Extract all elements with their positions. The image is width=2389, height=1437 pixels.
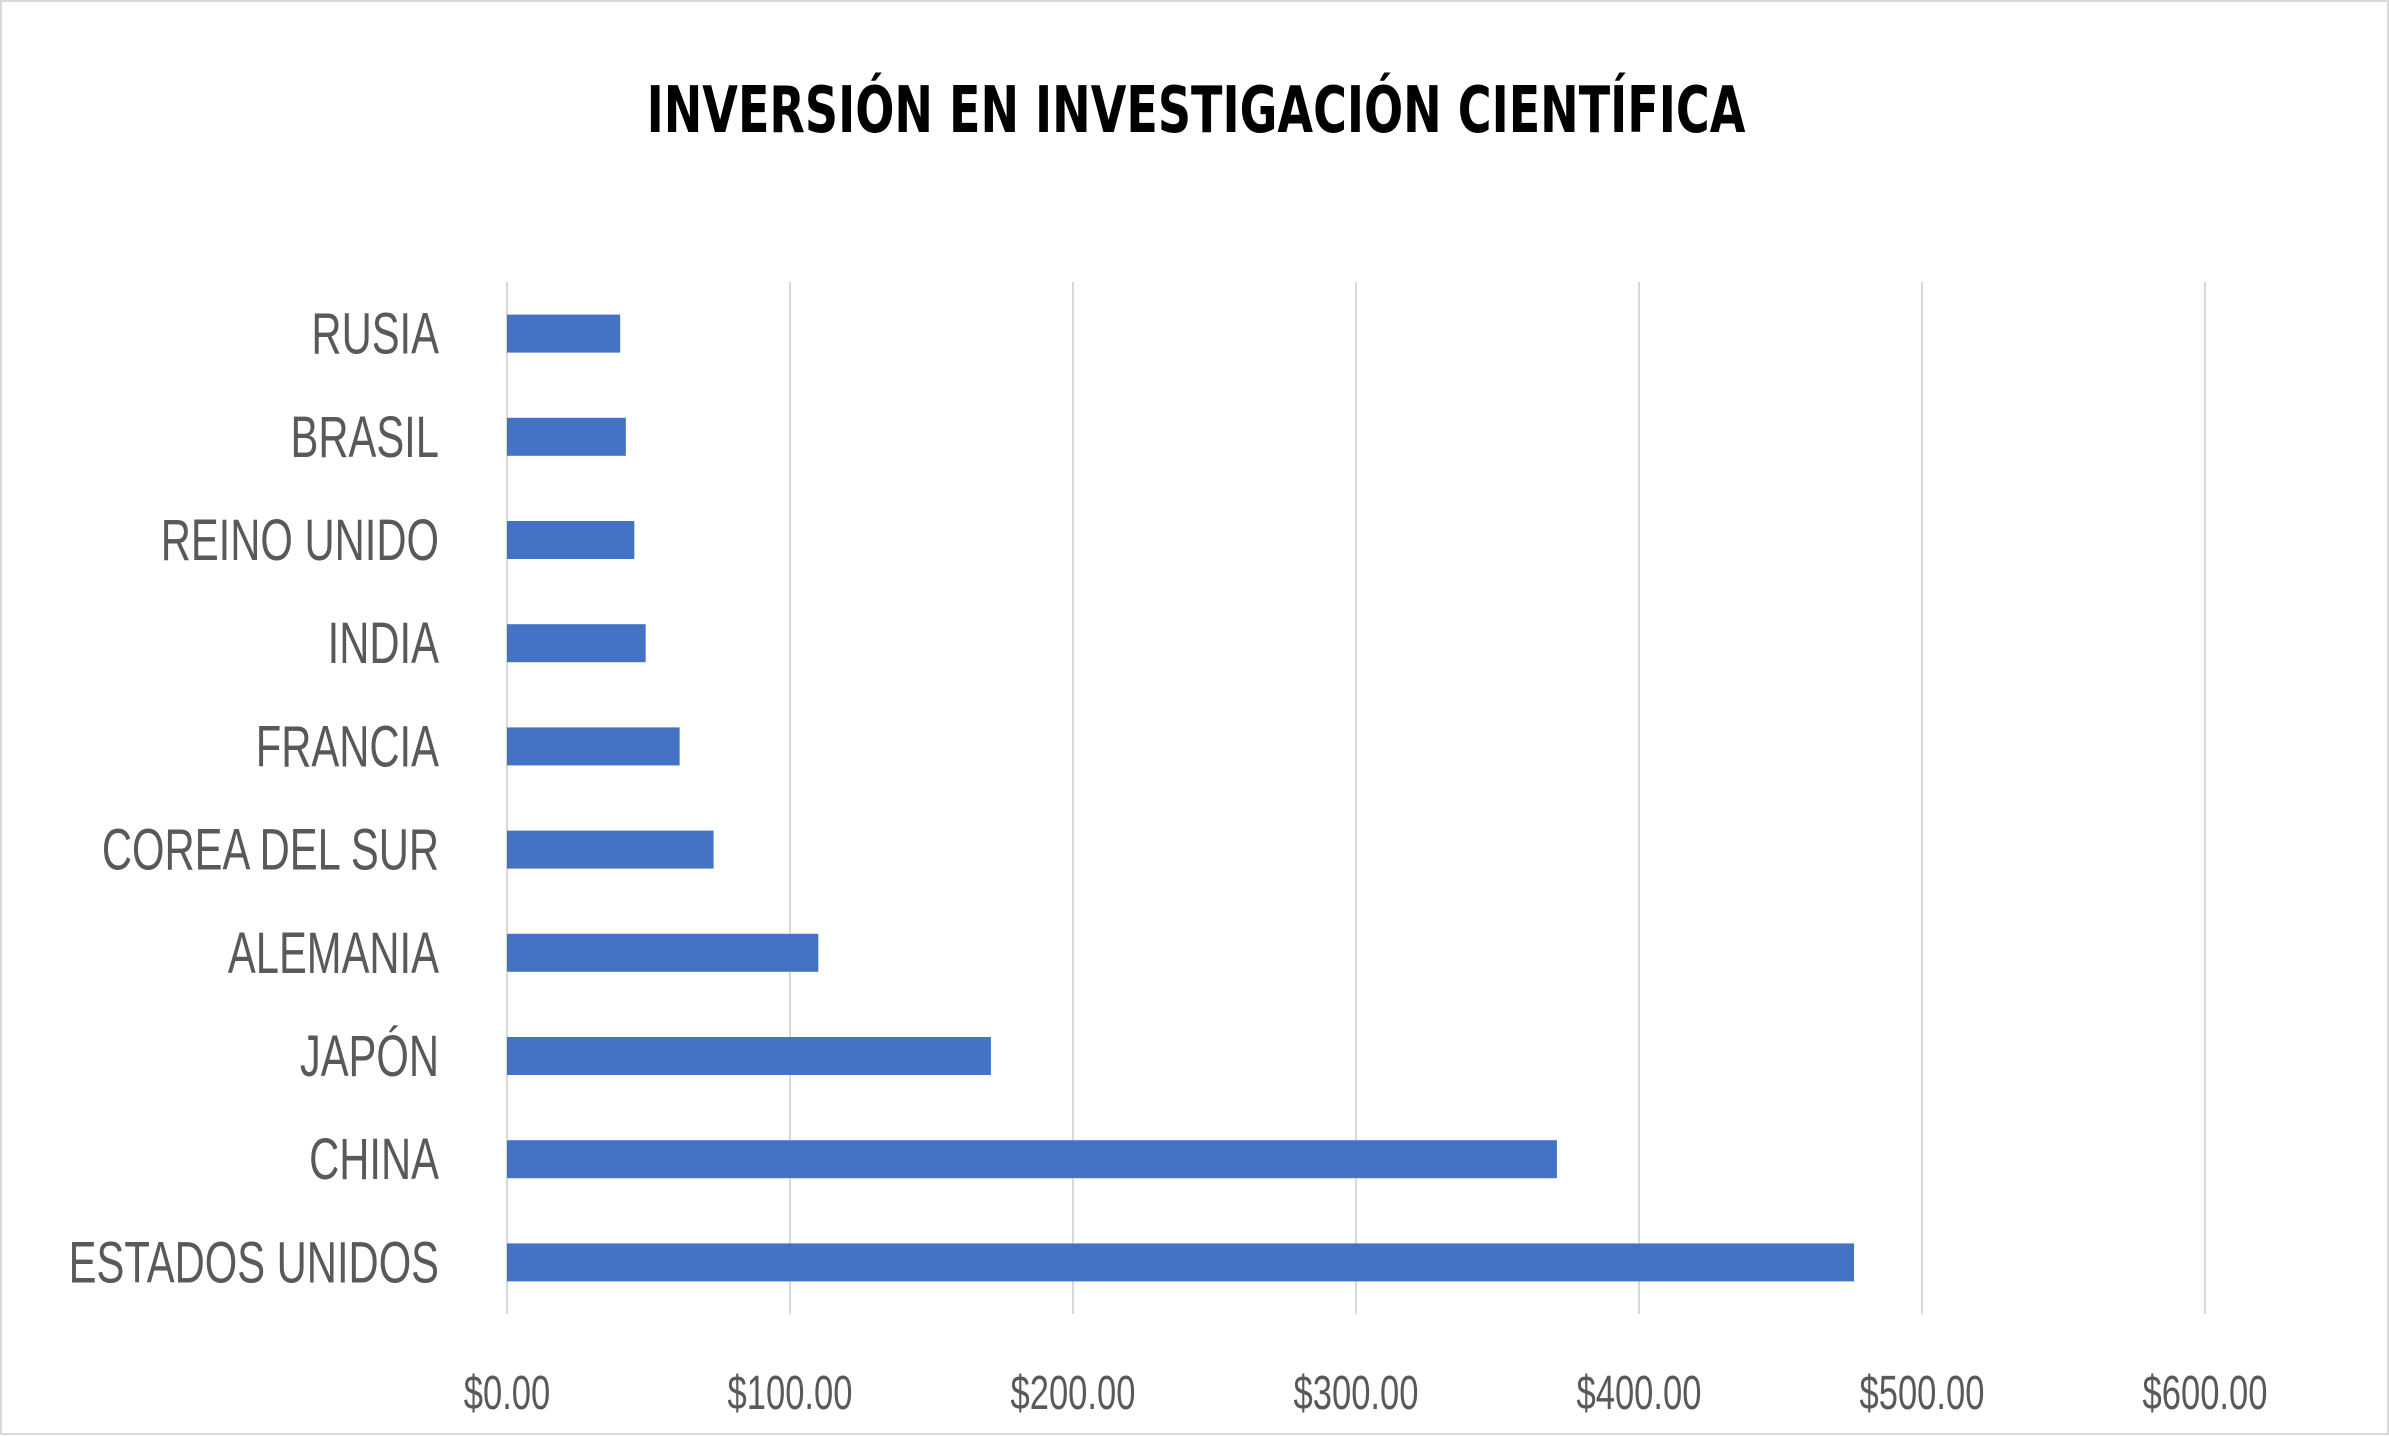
bar <box>507 1140 1557 1179</box>
category-label: REINO UNIDO <box>161 507 439 572</box>
bar <box>507 521 635 559</box>
category-label: JAPÓN <box>300 1023 439 1088</box>
category-labels: RUSIA BRASIL REINO UNIDO INDIA FRANCIA COREA … <box>69 301 440 1295</box>
x-tick-label: $400.00 <box>1577 1365 1702 1419</box>
bar <box>507 727 680 766</box>
category-label: BRASIL <box>291 404 439 469</box>
category-label: CHINA <box>309 1126 439 1191</box>
bar <box>507 933 819 972</box>
bar <box>507 830 714 869</box>
x-tick-label: $500.00 <box>1860 1365 1985 1419</box>
bar <box>507 417 626 456</box>
category-label: RUSIA <box>311 301 439 366</box>
x-tick-labels: $0.00 $100.00 $200.00 $300.00 $400.00 $500.00… <box>464 1365 2268 1419</box>
x-tick-label: $100.00 <box>728 1365 853 1419</box>
x-tick-label: $0.00 <box>464 1365 550 1419</box>
category-label: ESTADOS UNIDOS <box>69 1230 439 1295</box>
gridlines <box>506 282 2206 1314</box>
category-label: FRANCIA <box>256 714 439 779</box>
bar <box>507 1243 1855 1282</box>
category-label: COREA DEL SUR <box>102 817 439 882</box>
category-label: INDIA <box>328 610 440 675</box>
chart-title: INVERSIÓN EN INVESTIGACIÓN CIENTÍFICA <box>647 72 1746 148</box>
x-tick-label: $600.00 <box>2143 1365 2268 1419</box>
bar <box>507 314 621 353</box>
x-tick-label: $200.00 <box>1011 1365 1136 1419</box>
bar <box>507 624 646 663</box>
category-label: ALEMANIA <box>228 920 439 985</box>
bar <box>507 1037 991 1075</box>
x-tick-label: $300.00 <box>1294 1365 1419 1419</box>
bars <box>507 314 1855 1282</box>
